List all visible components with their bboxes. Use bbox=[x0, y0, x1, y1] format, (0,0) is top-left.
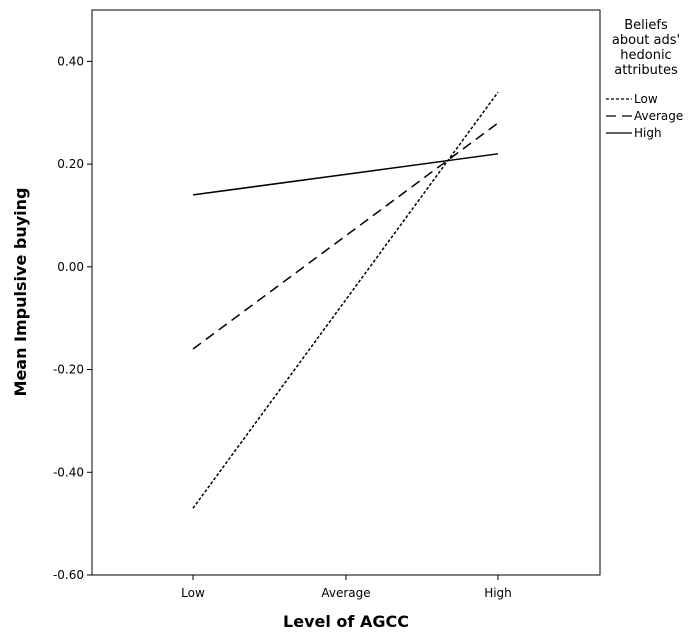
x-tick-label: Low bbox=[181, 586, 205, 600]
series-line-average bbox=[192, 122, 499, 350]
y-tick-label: -0.60 bbox=[53, 568, 84, 582]
x-axis-title: Level of AGCC bbox=[283, 612, 409, 631]
legend-title-line: Beliefs bbox=[624, 18, 668, 33]
y-tick-label: -0.20 bbox=[53, 363, 84, 377]
legend-title-line: hedonic bbox=[620, 48, 671, 63]
legend-label-average: Average bbox=[634, 109, 683, 123]
legend-title-line: attributes bbox=[614, 63, 678, 78]
x-tick-label: High bbox=[484, 586, 512, 600]
x-tick-label: Average bbox=[321, 586, 370, 600]
series-line-low bbox=[192, 91, 499, 509]
legend-label-high: High bbox=[634, 126, 662, 140]
legend-label-low: Low bbox=[634, 92, 658, 106]
y-tick-label: -0.40 bbox=[53, 465, 84, 479]
series-lines bbox=[192, 91, 499, 509]
legend-title-line: about ads' bbox=[612, 33, 680, 48]
series-line-high bbox=[192, 153, 499, 196]
x-axis: Low Average High bbox=[181, 575, 512, 600]
y-tick-label: 0.00 bbox=[57, 260, 84, 274]
y-axis-title: Mean Impulsive buying bbox=[11, 188, 30, 397]
y-axis: -0.60 -0.40 -0.20 0.00 0.20 0.40 bbox=[53, 54, 92, 582]
plot-frame bbox=[91, 9, 601, 576]
y-tick-label: 0.20 bbox=[57, 157, 84, 171]
y-tick-label: 0.40 bbox=[57, 54, 84, 68]
